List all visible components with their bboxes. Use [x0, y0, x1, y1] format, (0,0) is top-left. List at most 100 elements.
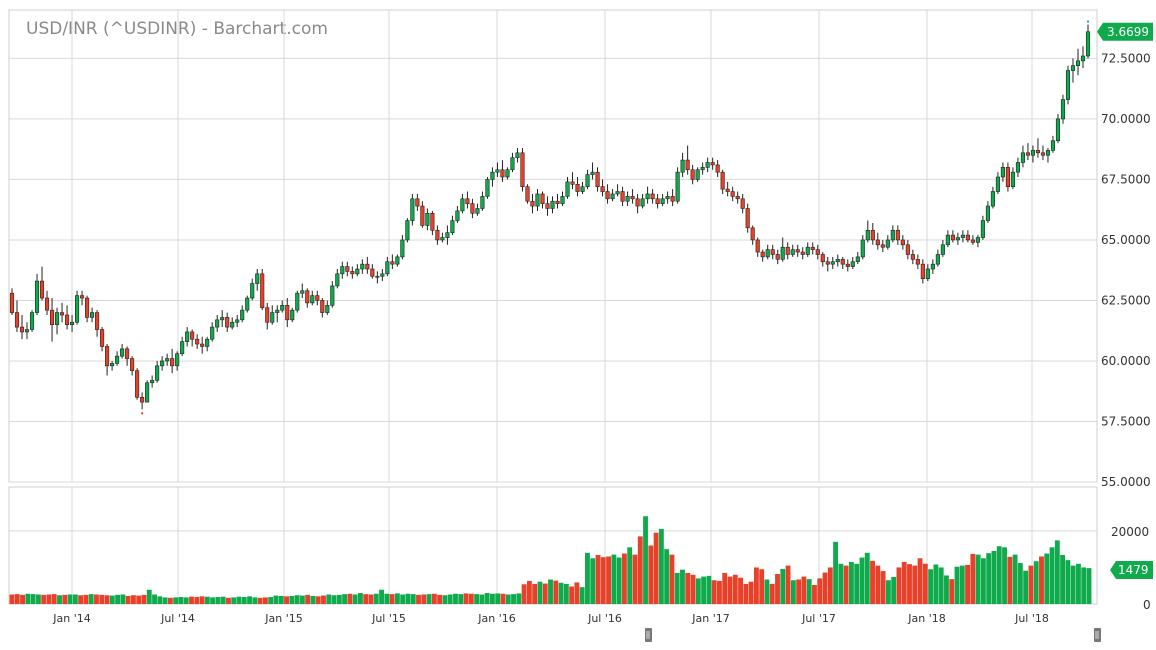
candle-body [315, 295, 320, 301]
candle-body [59, 312, 65, 316]
candle-body [475, 208, 480, 214]
volume-bar [468, 593, 474, 604]
range-handle[interactable] [1094, 628, 1101, 642]
candle-body [525, 186, 530, 202]
volume-bar [722, 572, 728, 604]
low-marker [141, 412, 144, 415]
volume-bar [938, 567, 944, 604]
candle-body [965, 234, 970, 241]
volume-bar [970, 553, 976, 604]
candle-body [835, 259, 840, 263]
volume-bar [194, 597, 200, 604]
candle-body [100, 329, 105, 347]
candle-body [805, 246, 810, 255]
candle-body [855, 256, 860, 263]
candle-body [430, 213, 435, 231]
candle-body [120, 348, 125, 357]
volume-bar [1076, 563, 1081, 604]
candle-body [695, 169, 700, 180]
candle-body [545, 203, 550, 209]
volume-bar [907, 564, 912, 604]
volume-bar [706, 575, 712, 604]
candle-body [250, 283, 255, 299]
candle-body [860, 239, 865, 258]
candle-body [160, 360, 165, 367]
volume-bar [495, 593, 501, 604]
volume-bar [363, 594, 369, 604]
candle-body [165, 358, 170, 362]
candle-body [735, 196, 740, 200]
scroll-handles[interactable] [645, 628, 1101, 642]
candle-body [1015, 162, 1020, 173]
volume-bar [204, 596, 210, 604]
volume-bar [595, 555, 601, 604]
volume-bar [569, 586, 575, 604]
candle-body [620, 191, 625, 202]
volume-bar [379, 589, 384, 604]
candle-body [690, 169, 695, 180]
candle-body [715, 164, 720, 173]
volume-bar [727, 576, 733, 604]
candle-body [505, 169, 510, 178]
volume-bar [447, 594, 453, 604]
candle-body [755, 239, 760, 253]
high-marker [1087, 20, 1089, 23]
candle-body [180, 341, 185, 355]
candle-body [70, 321, 75, 325]
volume-bar [563, 583, 569, 604]
volume-bar [643, 516, 648, 604]
candle-body [110, 363, 115, 367]
volume-bar [236, 596, 242, 604]
volume-bar [231, 597, 237, 604]
range-handle[interactable] [645, 628, 652, 642]
candle-body [935, 254, 940, 265]
candle-body [140, 396, 145, 403]
volume-bar [109, 595, 115, 604]
volume-bar [711, 580, 717, 604]
volume-bar [690, 574, 696, 604]
volume-bar [416, 594, 421, 604]
candle-body [335, 273, 340, 287]
volume-bar [400, 594, 406, 604]
volume-bar [669, 554, 675, 604]
candles [9, 20, 1091, 415]
candle-body [1080, 55, 1086, 62]
volume-bar [516, 593, 522, 604]
volume-bar [600, 557, 606, 604]
candle-body [650, 193, 655, 200]
candle-body [800, 251, 805, 255]
volume-tick-label: 20000 [1111, 525, 1149, 539]
volume-bar [352, 594, 358, 604]
candle-body [655, 198, 660, 204]
candle-body [455, 210, 460, 221]
candle-body [460, 198, 465, 212]
candle-body [530, 200, 535, 207]
candle-body [390, 261, 395, 265]
candle-body [400, 239, 405, 258]
volume-bar [848, 561, 854, 604]
volume-bar [104, 595, 110, 604]
candle-body [49, 309, 55, 325]
candle-body [900, 239, 905, 246]
volume-bar [500, 593, 506, 604]
candle-body [905, 244, 910, 255]
candle-body [44, 297, 50, 311]
candle-body [605, 191, 610, 200]
candle-body [280, 305, 285, 311]
volume-bar [442, 595, 448, 604]
candle-body [720, 171, 725, 190]
candle-body [785, 246, 790, 255]
volume-bar [526, 580, 532, 604]
candle-body [1070, 65, 1076, 71]
candle-body [590, 171, 595, 175]
candle-body [595, 171, 600, 187]
volume-bar [1065, 560, 1071, 604]
volume-bar [674, 572, 680, 604]
candle-body [1060, 99, 1066, 120]
volume-bar [83, 594, 89, 604]
volume-bar [1017, 563, 1023, 604]
candle-body [325, 305, 330, 313]
candle-body [665, 196, 670, 200]
price-tick-label: 55.0000 [1101, 475, 1151, 489]
candle-body [340, 266, 345, 275]
